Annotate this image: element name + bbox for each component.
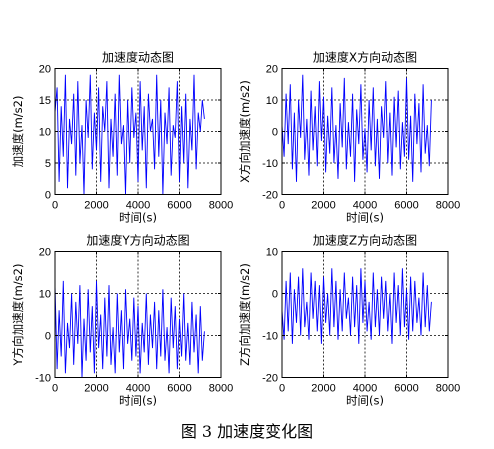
chart-panel-3: 0 2000 4000 6000 8000-1001020加速度Y方向动态图时间(s)Y… xyxy=(11,233,233,408)
y-tick-label: 0 xyxy=(45,190,51,202)
y-tick-label: -10 xyxy=(35,373,51,385)
series-line xyxy=(54,74,205,195)
plot-area xyxy=(282,251,448,378)
y-tick-label: 10 xyxy=(266,95,278,107)
x-tick-label: 8000 xyxy=(209,383,233,395)
y-tick-label: 0 xyxy=(45,331,51,343)
series-line xyxy=(54,280,205,378)
chart-title: 加速度动态图 xyxy=(102,50,174,65)
x-tick-label: 4000 xyxy=(353,383,377,395)
x-tick-label: 6000 xyxy=(394,200,418,212)
y-tick-label: -10 xyxy=(262,158,278,170)
series-line xyxy=(281,74,432,182)
x-axis-label: 时间(s) xyxy=(119,211,157,225)
x-tick-label: 0 xyxy=(52,383,58,395)
chart-title: 加速度Z方向动态图 xyxy=(313,233,417,248)
y-tick-label: 10 xyxy=(39,127,51,139)
x-axis-label: 时间(s) xyxy=(346,211,384,225)
x-axis-label: 时间(s) xyxy=(346,394,384,408)
x-tick-label: 2000 xyxy=(84,200,108,212)
y-tick-label: -20 xyxy=(262,190,278,202)
x-axis-label: 时间(s) xyxy=(119,394,157,408)
y-tick-label: 10 xyxy=(39,289,51,301)
y-tick-label: 5 xyxy=(45,158,51,170)
chart-title: 加速度Y方向动态图 xyxy=(86,233,189,248)
y-axis-label: Y方向加速度(m/s2) xyxy=(11,264,25,367)
y-axis-label: 加速度(m/s2) xyxy=(11,96,25,168)
x-tick-label: 4000 xyxy=(126,200,150,212)
y-tick-label: 0 xyxy=(272,127,278,139)
chart-title: 加速度X方向动态图 xyxy=(313,50,417,65)
x-tick-label: 4000 xyxy=(353,200,377,212)
x-tick-label: 2000 xyxy=(311,383,335,395)
y-axis-label: Z方向加速度(m/s2) xyxy=(238,263,252,366)
figure-caption: 图 3 加速度变化图 xyxy=(180,422,314,441)
y-tick-label: 0 xyxy=(272,289,278,301)
x-tick-label: 4000 xyxy=(126,383,150,395)
x-tick-label: 6000 xyxy=(167,200,191,212)
y-tick-label: -20 xyxy=(262,373,278,385)
x-tick-label: 0 xyxy=(279,200,285,212)
chart-panel-2: 0 2000 4000 6000 8000 -20 -10 0 10 20 加速度X方向动态图时间(… xyxy=(238,50,460,225)
x-tick-label: 6000 xyxy=(394,383,418,395)
y-axis-label: X方向加速度(m/s2) xyxy=(238,80,252,183)
x-tick-label: 2000 xyxy=(311,200,335,212)
y-tick-label: 20 xyxy=(39,247,51,259)
x-tick-label: 6000 xyxy=(167,383,191,395)
x-tick-label: 8000 xyxy=(209,200,233,212)
x-tick-label: 8000 xyxy=(436,383,460,395)
y-tick-label: 10 xyxy=(266,247,278,259)
x-tick-label: 2000 xyxy=(84,383,108,395)
chart-panel-4: 0 2000 4000 6000 8000 -20 -10 0 10 加速度Z方向动态图时间(s)… xyxy=(238,233,460,408)
y-tick-label: 20 xyxy=(39,64,51,76)
x-tick-label: 8000 xyxy=(436,200,460,212)
x-tick-label: 0 xyxy=(52,200,58,212)
series-line xyxy=(281,268,432,344)
y-tick-label: -10 xyxy=(262,331,278,343)
y-tick-label: 15 xyxy=(39,95,51,107)
x-tick-label: 0 xyxy=(279,383,285,395)
y-tick-label: 20 xyxy=(266,64,278,76)
